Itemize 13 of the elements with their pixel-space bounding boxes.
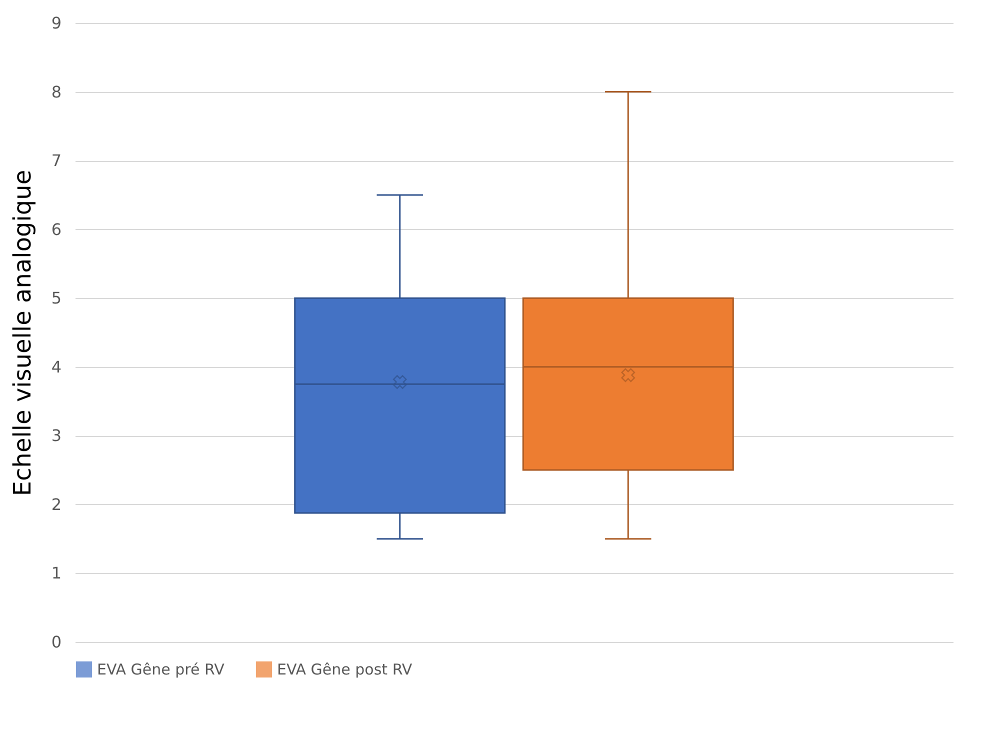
y-tick-label: 1 <box>51 564 62 583</box>
y-tick-label: 6 <box>51 220 62 239</box>
y-tick-label: 8 <box>51 82 62 102</box>
y-axis-title: Echelle visuelle analogique <box>8 170 36 496</box>
legend-label: EVA Gêne post RV <box>277 660 413 678</box>
y-tick-label: 7 <box>51 151 62 170</box>
y-tick-label: 5 <box>51 288 62 308</box>
y-tick-label: 2 <box>51 494 62 514</box>
y-tick-label: 3 <box>51 426 62 446</box>
legend-label: EVA Gêne pré RV <box>97 660 226 678</box>
y-tick-label: 9 <box>51 14 62 32</box>
y-tick-label: 0 <box>51 632 62 652</box>
y-tick-label: 4 <box>51 357 62 376</box>
